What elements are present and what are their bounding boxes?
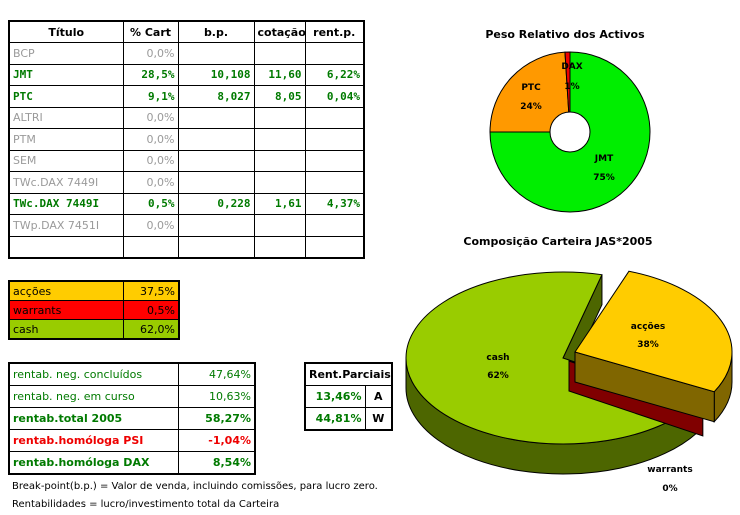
cell-rent xyxy=(304,235,365,259)
allocation-row-warrants: warrants 0,5% xyxy=(8,300,180,320)
cell-titulo: TWp.DAX 7451I xyxy=(8,214,124,237)
returns-row: rentab.homóloga DAX 8,54% xyxy=(8,451,256,475)
cell-rent: 6,22% xyxy=(304,63,365,86)
cell-cotacao: 8,05 xyxy=(253,85,306,108)
partial-returns-table: Rent.Parciais 13,46% A 44,81% W xyxy=(304,362,394,431)
donut-chart-title: Peso Relativo dos Activos xyxy=(485,28,645,41)
holdings-row: SEM 0,0% xyxy=(8,149,365,172)
header-cart: % Cart xyxy=(122,20,179,43)
label-warrants-pct: 0% xyxy=(662,484,677,494)
holdings-row: PTC 9,1% 8,027 8,05 0,04% xyxy=(8,85,365,108)
holdings-row: JMT 28,5% 10,108 11,60 6,22% xyxy=(8,63,365,86)
partial-returns-row: 13,46% A xyxy=(304,385,393,408)
label-dax-pct: 1% xyxy=(564,82,579,92)
note-breakpoint: Break-point(b.p.) = Valor de venda, incl… xyxy=(12,481,378,492)
label-cash-name: cash xyxy=(486,353,509,363)
label-cash-pct: 62% xyxy=(487,371,509,381)
donut-chart: Peso Relativo dos Activos PTC 24% DAX 1%… xyxy=(485,28,651,213)
pie3d-slices xyxy=(405,270,733,475)
returns-label: rentab.homóloga DAX xyxy=(8,451,179,475)
header-rent: rent.p. xyxy=(304,20,365,43)
label-accoes-pct: 38% xyxy=(637,340,659,350)
returns-label: rentab.total 2005 xyxy=(8,407,179,430)
holdings-row xyxy=(8,235,365,259)
label-warrants-name: warrants xyxy=(647,465,692,475)
partial-return-value: 44,81% xyxy=(304,407,366,431)
holdings-row: TWc.DAX 7449I 0,0% xyxy=(8,171,365,194)
donut-hole xyxy=(549,111,591,153)
label-jmt-name: JMT xyxy=(594,154,614,164)
label-dax-name: DAX xyxy=(561,62,582,72)
partial-return-code: A xyxy=(364,385,393,408)
allocation-table: acções 37,5% warrants 0,5% cash 62,0% xyxy=(8,280,180,340)
returns-label: rentab. neg. em curso xyxy=(8,385,179,408)
cell-titulo: JMT xyxy=(8,63,124,86)
cell-cart: 0,0% xyxy=(122,214,179,237)
label-jmt-pct: 75% xyxy=(593,173,615,183)
returns-row: rentab.homóloga PSI -1,04% xyxy=(8,429,256,452)
cell-titulo: TWc.DAX 7449I xyxy=(8,171,124,194)
partial-return-value: 13,46% xyxy=(304,385,366,408)
note-rentabilidades: Rentabilidades = lucro/investimento tota… xyxy=(12,499,280,510)
returns-row: rentab. neg. em curso 10,63% xyxy=(8,385,256,408)
holdings-table: Título % Cart b.p. cotação rent.p. BCP 0,… xyxy=(8,20,365,259)
cell-rent: 4,37% xyxy=(304,192,365,215)
label-accoes-name: acções xyxy=(631,322,665,332)
returns-row: rentab.total 2005 58,27% xyxy=(8,407,256,430)
allocation-row-cash: cash 62,0% xyxy=(8,319,180,340)
allocation-label: cash xyxy=(8,319,124,340)
returns-table: rentab. neg. concluídos 47,64% rentab. n… xyxy=(8,362,256,475)
label-ptc-name: PTC xyxy=(521,83,541,93)
cell-cotacao: 11,60 xyxy=(253,63,306,86)
returns-value: 8,54% xyxy=(177,451,256,475)
allocation-value: 0,5% xyxy=(122,300,180,320)
holdings-row: ALTRI 0,0% xyxy=(8,106,365,129)
returns-value: 58,27% xyxy=(177,407,256,430)
partial-returns-row: 44,81% W xyxy=(304,407,393,431)
slice-accoes xyxy=(574,270,733,393)
cell-cart: 28,5% xyxy=(122,63,179,86)
allocation-value: 62,0% xyxy=(122,319,180,340)
holdings-header-row: Título % Cart b.p. cotação rent.p. xyxy=(8,20,365,43)
cell-titulo: PTC xyxy=(8,85,124,108)
cell-cart: 9,1% xyxy=(122,85,179,108)
cell-bp: 8,027 xyxy=(177,85,255,108)
slice-ptc xyxy=(489,51,571,133)
label-ptc-pct: 24% xyxy=(520,102,542,112)
holdings-row: TWp.DAX 7451I 0,0% xyxy=(8,214,365,237)
cell-cart: 0,0% xyxy=(122,171,179,194)
returns-value: -1,04% xyxy=(177,429,256,452)
holdings-row: PTM 0,0% xyxy=(8,128,365,151)
partial-return-code: W xyxy=(364,407,393,431)
cell-rent: 0,04% xyxy=(304,85,365,108)
cell-bp: 10,108 xyxy=(177,63,255,86)
returns-value: 10,63% xyxy=(177,385,256,408)
pie3d-chart-title: Composição Carteira JAS*2005 xyxy=(463,235,652,248)
returns-label: rentab.homóloga PSI xyxy=(8,429,179,452)
pie3d-chart: Composição Carteira JAS*2005 cash 62% ac… xyxy=(405,235,733,494)
